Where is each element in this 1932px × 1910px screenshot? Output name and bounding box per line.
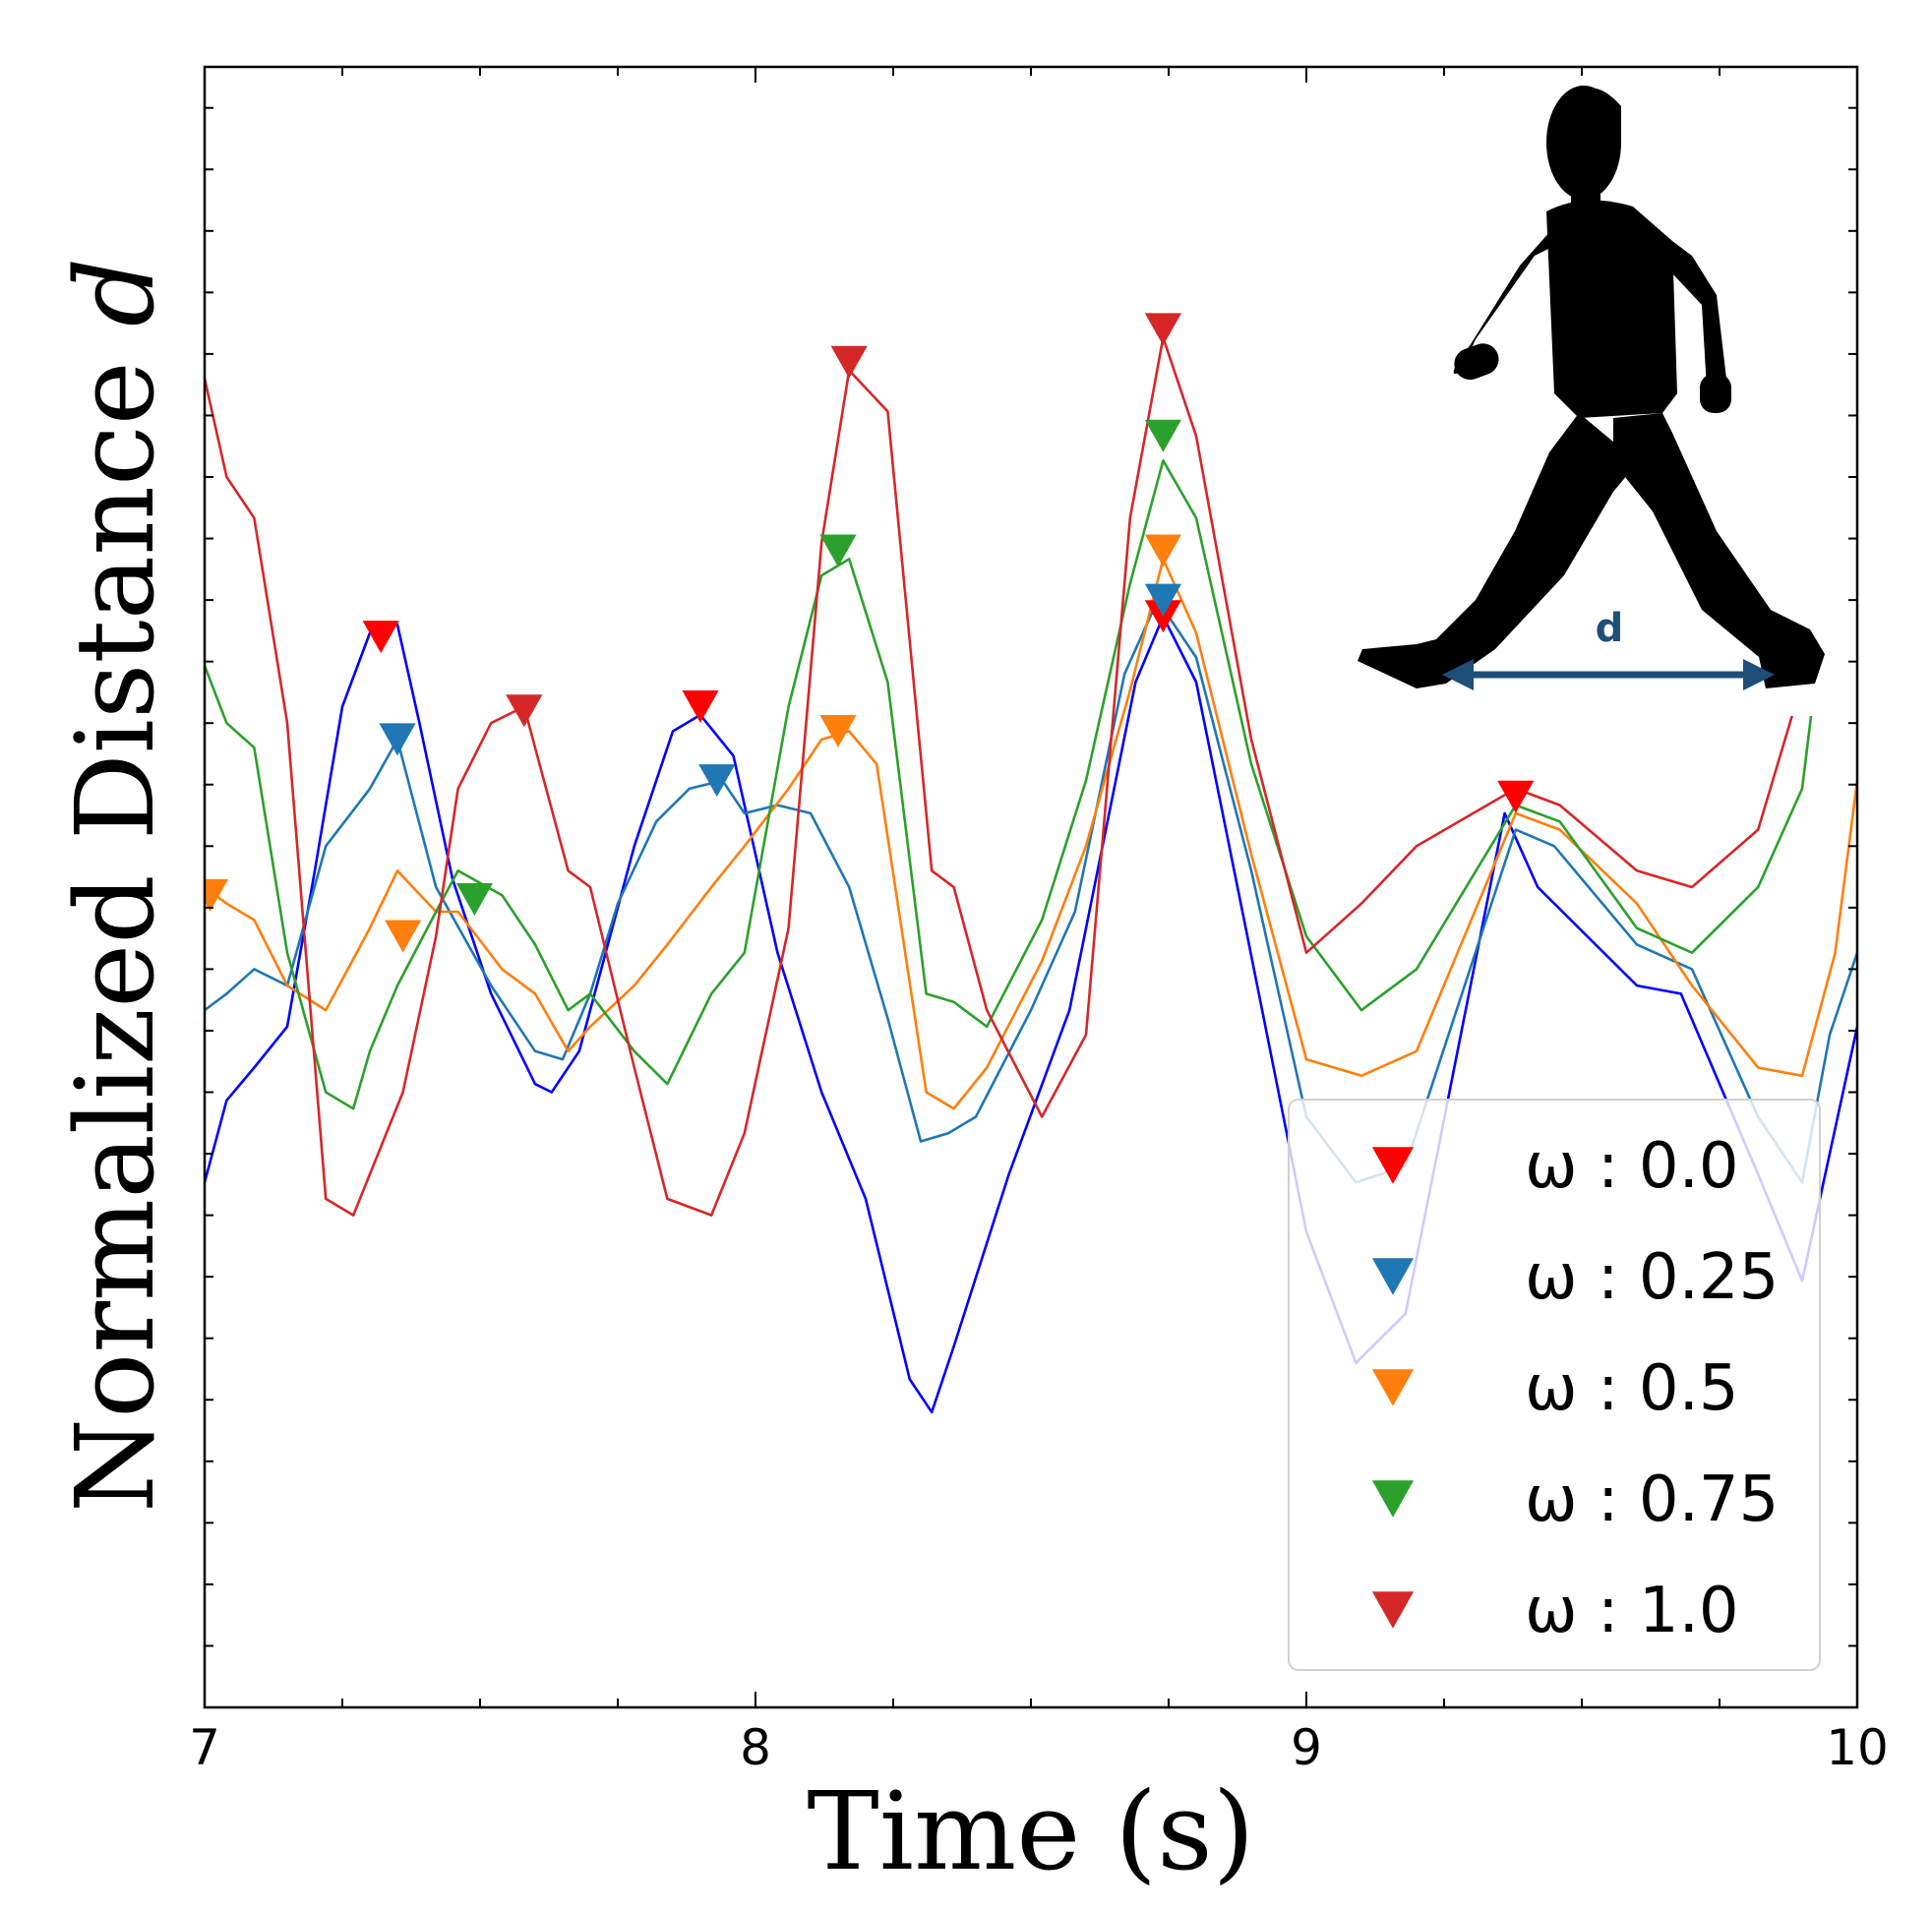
y-axis-title-text: Normalized Distance — [52, 327, 178, 1513]
legend-label-3: ω : 0.75 — [1525, 1463, 1779, 1536]
peak-marker-4-0 — [506, 694, 543, 728]
walking-person-icon — [1358, 86, 1825, 688]
peak-marker-3-1 — [819, 534, 857, 567]
x-axis-title: Time (s) — [807, 1768, 1254, 1894]
x-tick-label-1: 8 — [740, 1719, 771, 1776]
peak-marker-2-0 — [205, 878, 229, 912]
axes-frame — [203, 65, 1859, 1709]
peak-marker-1-2 — [1144, 583, 1181, 617]
legend-marker-3 — [1371, 1480, 1415, 1518]
peak-marker-4-1 — [830, 345, 868, 379]
peak-marker-0-2 — [1144, 600, 1181, 633]
stride-label: d — [1596, 606, 1624, 651]
peak-marker-0-3 — [1497, 780, 1535, 813]
peak-markers — [205, 313, 1857, 953]
peak-marker-2-3 — [1144, 534, 1181, 567]
series-line-3 — [205, 353, 1857, 1110]
peak-marker-0-0 — [362, 621, 399, 654]
legend: ω : 0.0 ω : 0.25 ω : 0.5 ω : 0.75 ω : 1.0 — [1288, 1099, 1821, 1671]
legend-label-4: ω : 1.0 — [1525, 1575, 1739, 1647]
stride-arrow: d — [1442, 606, 1775, 690]
y-axis-title: Normalized Distance d — [52, 258, 178, 1513]
legend-marker-0 — [1371, 1147, 1415, 1184]
legend-items: ω : 0.0 ω : 0.25 ω : 0.5 ω : 0.75 ω : 1.0 — [1371, 1130, 1779, 1647]
x-tick-label-2: 9 — [1291, 1719, 1322, 1776]
x-tick-label-0: 7 — [189, 1719, 220, 1776]
peak-marker-2-1 — [385, 920, 422, 953]
peak-marker-1-0 — [379, 723, 416, 756]
series-line-2 — [205, 558, 1857, 1110]
legend-marker-2 — [1371, 1369, 1415, 1406]
walking-person-inset: d — [1353, 67, 1857, 716]
legend-label-1: ω : 0.25 — [1525, 1241, 1779, 1314]
y-axis-title-symbol: d — [52, 258, 178, 327]
legend-marker-4 — [1371, 1591, 1415, 1629]
x-tick-label-3: 10 — [1826, 1719, 1889, 1776]
peak-marker-2-2 — [819, 715, 857, 748]
peak-marker-4-2 — [1144, 313, 1181, 346]
series-line-1 — [205, 598, 1857, 1184]
peak-marker-3-0 — [455, 883, 493, 917]
legend-label-0: ω : 0.0 — [1525, 1130, 1739, 1203]
legend-label-2: ω : 0.5 — [1525, 1352, 1739, 1425]
legend-box — [1288, 1099, 1821, 1671]
peak-marker-0-1 — [682, 690, 719, 724]
legend-marker-1 — [1371, 1258, 1415, 1295]
peak-marker-3-2 — [1144, 419, 1181, 452]
stride-arrow-left-head — [1442, 659, 1474, 690]
peak-marker-1-1 — [698, 764, 736, 798]
x-tick-labels: 7 8 9 10 — [189, 1719, 1889, 1776]
stride-arrow-right-head — [1743, 659, 1775, 690]
